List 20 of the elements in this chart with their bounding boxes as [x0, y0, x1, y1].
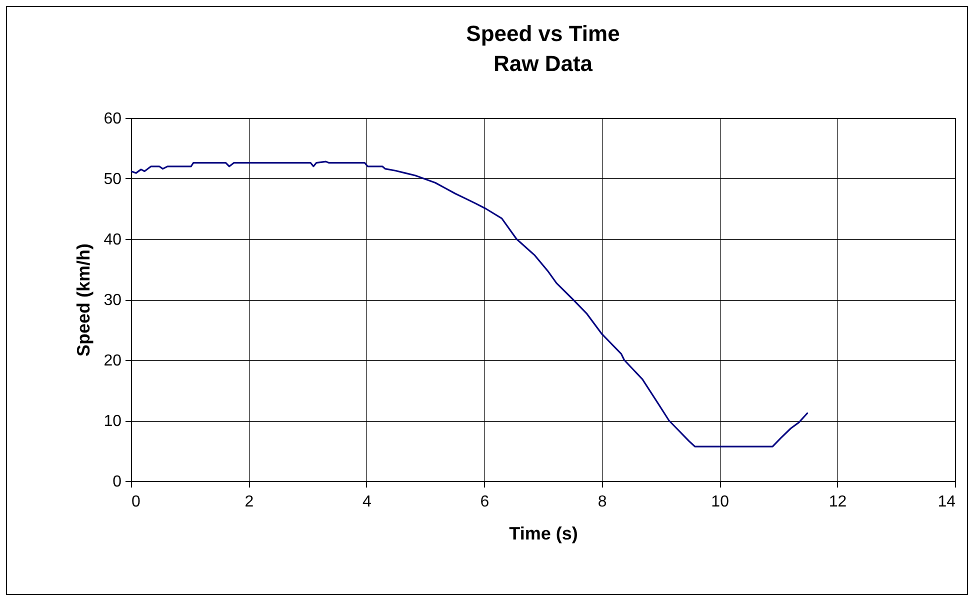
y-tick-label: 40	[104, 232, 122, 248]
x-tick-label: 10	[711, 494, 730, 510]
x-tick-label: 4	[362, 494, 372, 510]
y-tick-label: 20	[104, 352, 122, 370]
y-tick-label: 50	[104, 171, 122, 188]
x-tick-label: 2	[244, 494, 254, 510]
x-tick-label: 0	[132, 494, 140, 510]
x-tick-label: 6	[480, 494, 490, 510]
chart-title: Speed vs Time	[466, 21, 620, 46]
x-tick-label: 14	[938, 494, 956, 510]
x-tick-label: 8	[598, 494, 607, 510]
x-axis-title: Time (s)	[509, 524, 578, 544]
x-tick-label: 12	[828, 494, 847, 510]
y-axis-title: Speed (km/h)	[74, 243, 94, 357]
line-series	[131, 160, 808, 448]
y-tick-label: 60	[104, 110, 122, 128]
y-tick-label: 10	[104, 413, 122, 430]
y-tick-label: 0	[112, 474, 122, 490]
y-tick-label: 30	[104, 292, 122, 309]
chart-subtitle: Raw Data	[493, 51, 594, 76]
